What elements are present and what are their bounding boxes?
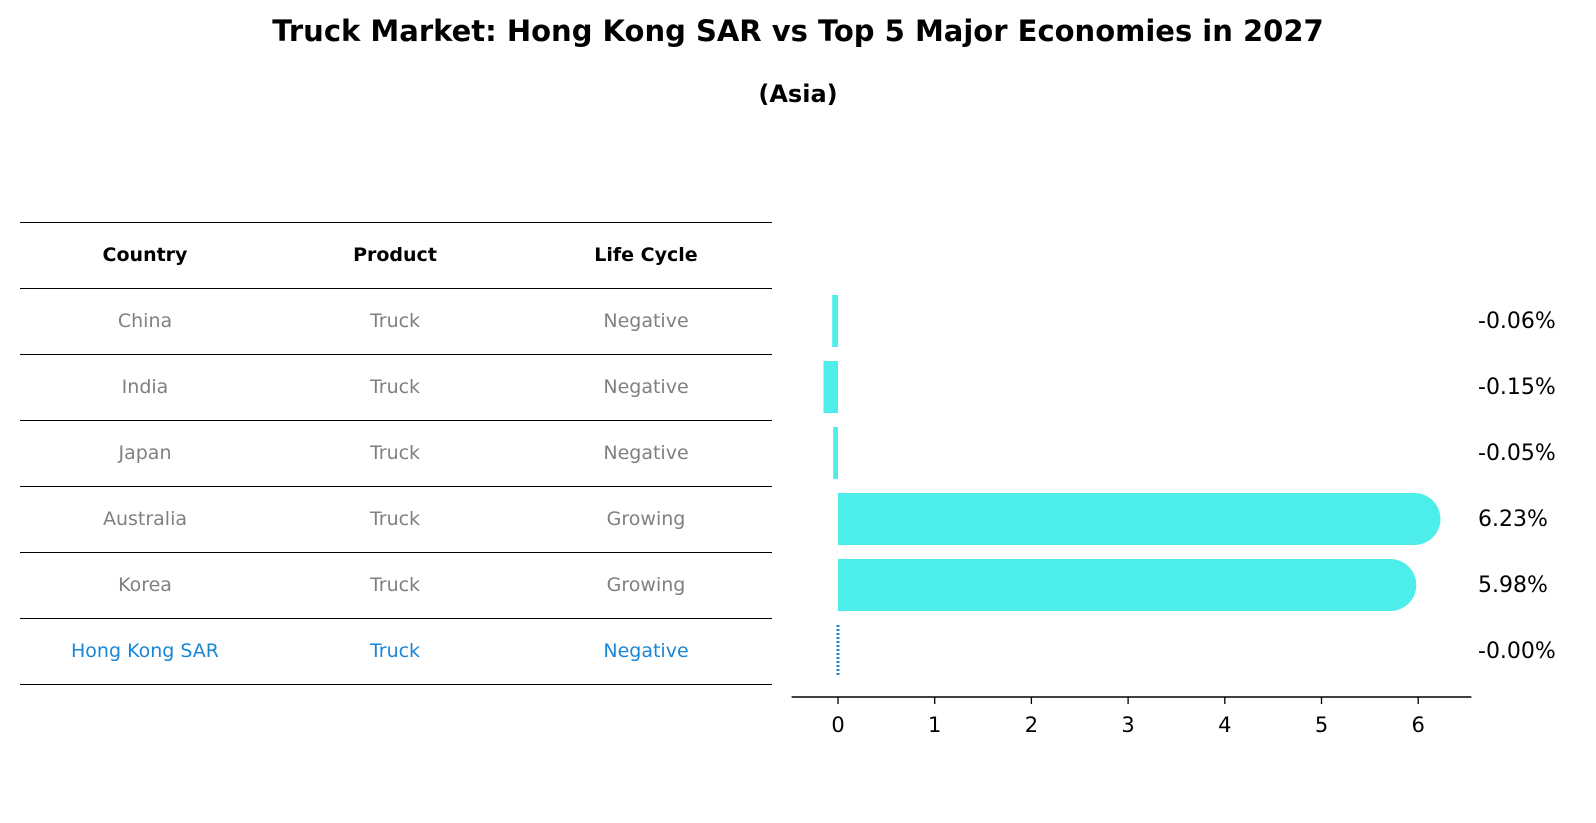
bar-value-label: 6.23% bbox=[1478, 507, 1548, 532]
x-tick-label: 3 bbox=[1121, 713, 1134, 737]
cell-life-cycle: Growing bbox=[606, 574, 686, 596]
bar-value-label: -0.06% bbox=[1478, 309, 1556, 334]
cell-life-cycle: Negative bbox=[603, 640, 689, 662]
bar-korea bbox=[838, 559, 1417, 611]
cell-country: Hong Kong SAR bbox=[71, 640, 219, 662]
cell-country: China bbox=[117, 310, 173, 332]
cell-country: Korea bbox=[118, 574, 172, 596]
cell-product: Truck bbox=[369, 574, 421, 596]
table-rule bbox=[20, 486, 772, 487]
cell-life-cycle: Growing bbox=[606, 508, 686, 530]
chart-title: Truck Market: Hong Kong SAR vs Top 5 Maj… bbox=[272, 14, 1324, 48]
chart-subtitle: (Asia) bbox=[758, 80, 838, 108]
cell-life-cycle: Negative bbox=[603, 310, 689, 332]
x-tick-label: 2 bbox=[1025, 713, 1038, 737]
table-rule bbox=[20, 222, 772, 223]
bar-value-label: -0.15% bbox=[1478, 375, 1556, 400]
bar-value-label: -0.05% bbox=[1478, 441, 1556, 466]
cell-product: Truck bbox=[369, 376, 421, 398]
header-country: Country bbox=[102, 244, 188, 266]
bar-china bbox=[832, 295, 838, 347]
cell-life-cycle: Negative bbox=[603, 442, 689, 464]
cell-product: Truck bbox=[369, 310, 421, 332]
table-rule bbox=[20, 354, 772, 355]
x-tick-label: 6 bbox=[1412, 713, 1425, 737]
bar-australia bbox=[838, 493, 1441, 545]
x-tick-label: 4 bbox=[1218, 713, 1231, 737]
cell-country: Japan bbox=[118, 442, 172, 464]
table-rule bbox=[20, 420, 772, 421]
table-rule bbox=[20, 618, 772, 619]
cell-product: Truck bbox=[369, 640, 421, 662]
table-rule bbox=[20, 288, 772, 289]
bar-value-label: 5.98% bbox=[1478, 573, 1548, 598]
header-product: Product bbox=[353, 244, 437, 266]
cell-product: Truck bbox=[369, 508, 421, 530]
cell-country: India bbox=[121, 376, 169, 398]
x-tick-label: 5 bbox=[1315, 713, 1328, 737]
cell-country: Australia bbox=[102, 508, 188, 530]
bar-value-label: -0.00% bbox=[1478, 639, 1556, 664]
table-rule bbox=[20, 552, 772, 553]
x-tick-label: 0 bbox=[831, 713, 844, 737]
bar-japan bbox=[833, 427, 838, 479]
bar-india bbox=[823, 361, 838, 413]
cell-product: Truck bbox=[369, 442, 421, 464]
table-rule bbox=[20, 684, 772, 685]
x-tick-label: 1 bbox=[928, 713, 941, 737]
header-life-cycle: Life Cycle bbox=[594, 244, 698, 266]
cell-life-cycle: Negative bbox=[603, 376, 689, 398]
